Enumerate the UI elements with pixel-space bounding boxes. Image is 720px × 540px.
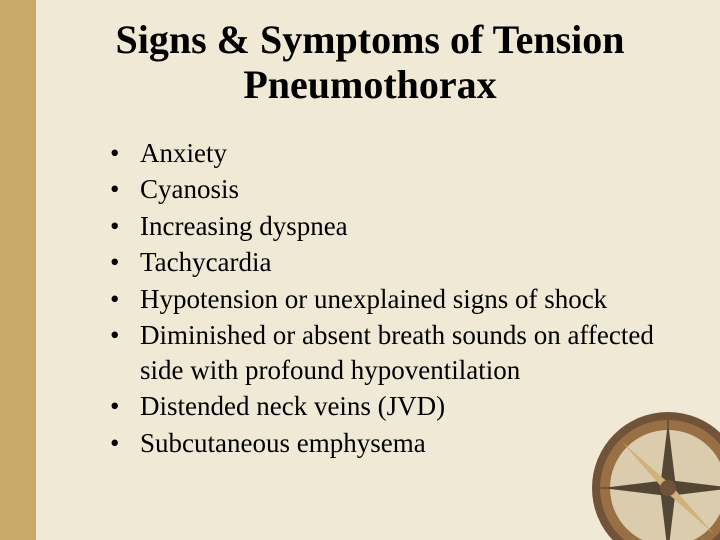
list-item: Cyanosis bbox=[110, 172, 680, 207]
list-item: Increasing dyspnea bbox=[110, 209, 680, 244]
list-item: Hypotension or unexplained signs of shoc… bbox=[110, 282, 680, 317]
list-item: Anxiety bbox=[110, 136, 680, 171]
slide-title: Signs & Symptoms of Tension Pneumothorax bbox=[60, 18, 680, 108]
list-item: Diminished or absent breath sounds on af… bbox=[110, 318, 680, 387]
bullet-list: Anxiety Cyanosis Increasing dyspnea Tach… bbox=[60, 136, 680, 461]
left-accent-band bbox=[0, 0, 36, 540]
slide-content: Signs & Symptoms of Tension Pneumothorax… bbox=[60, 18, 680, 463]
compass-decoration-icon bbox=[588, 408, 720, 540]
list-item: Tachycardia bbox=[110, 245, 680, 280]
